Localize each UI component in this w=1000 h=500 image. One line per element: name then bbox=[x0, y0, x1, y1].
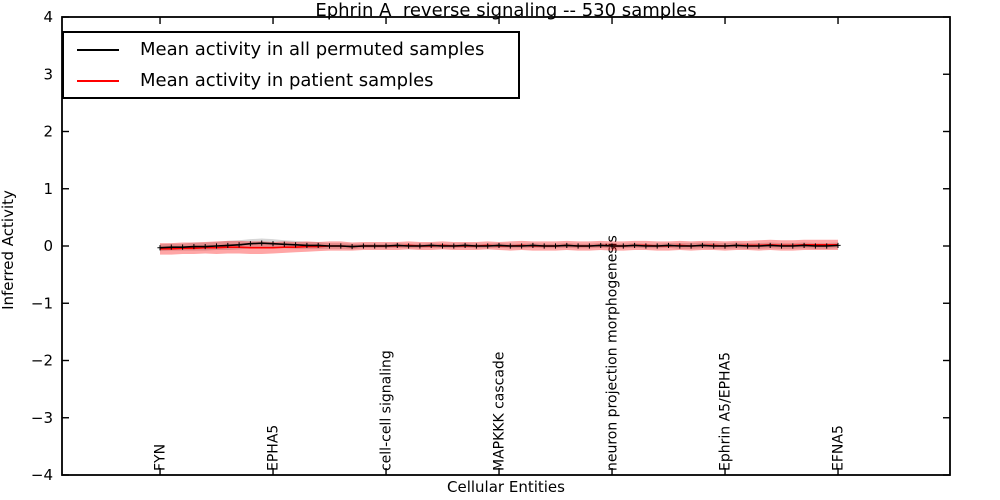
x-tick-label: neuron projection morphogenesis bbox=[605, 235, 621, 471]
y-tick-label: 2 bbox=[43, 123, 53, 141]
x-tick-label: FYN bbox=[153, 444, 169, 471]
y-tick-labels: −4 −3 −2 −1 0 1 2 3 4 bbox=[31, 8, 53, 484]
y-tick-label: −3 bbox=[31, 409, 53, 427]
y-tick-label: 4 bbox=[43, 8, 53, 26]
x-tick-label: EFNA5 bbox=[831, 425, 847, 471]
x-tick-label: MAPKKK cascade bbox=[492, 352, 508, 471]
x-tick-label: EPHA5 bbox=[266, 425, 282, 471]
y-tick-label: −1 bbox=[31, 294, 53, 312]
chart-title: Ephrin A reverse signaling -- 530 sample… bbox=[315, 0, 697, 21]
red-line-swatch bbox=[77, 79, 119, 82]
legend-box: Mean activity in all permuted samples Me… bbox=[62, 31, 520, 99]
legend-label-patient: Mean activity in patient samples bbox=[140, 70, 434, 91]
y-tick-label: 1 bbox=[43, 180, 53, 198]
y-tick-label: 0 bbox=[43, 237, 53, 255]
x-axis-label: Cellular Entities bbox=[447, 478, 565, 496]
x-tick-labels: FYN EPHA5 cell-cell signaling MAPKKK cascad… bbox=[153, 235, 847, 471]
legend-entry-patient: Mean activity in patient samples bbox=[64, 65, 518, 96]
legend-entry-permuted: Mean activity in all permuted samples bbox=[64, 34, 518, 65]
y-tick-label: 3 bbox=[43, 65, 53, 83]
y-tick-label: −4 bbox=[31, 466, 53, 484]
markers-series-0 bbox=[157, 240, 841, 251]
black-line-swatch bbox=[77, 48, 119, 51]
y-tick-label: −2 bbox=[31, 352, 53, 370]
x-tick-label: cell-cell signaling bbox=[379, 350, 395, 471]
x-tick-label: Ephrin A5/EPHA5 bbox=[718, 352, 734, 471]
legend-label-permuted: Mean activity in all permuted samples bbox=[140, 39, 485, 60]
